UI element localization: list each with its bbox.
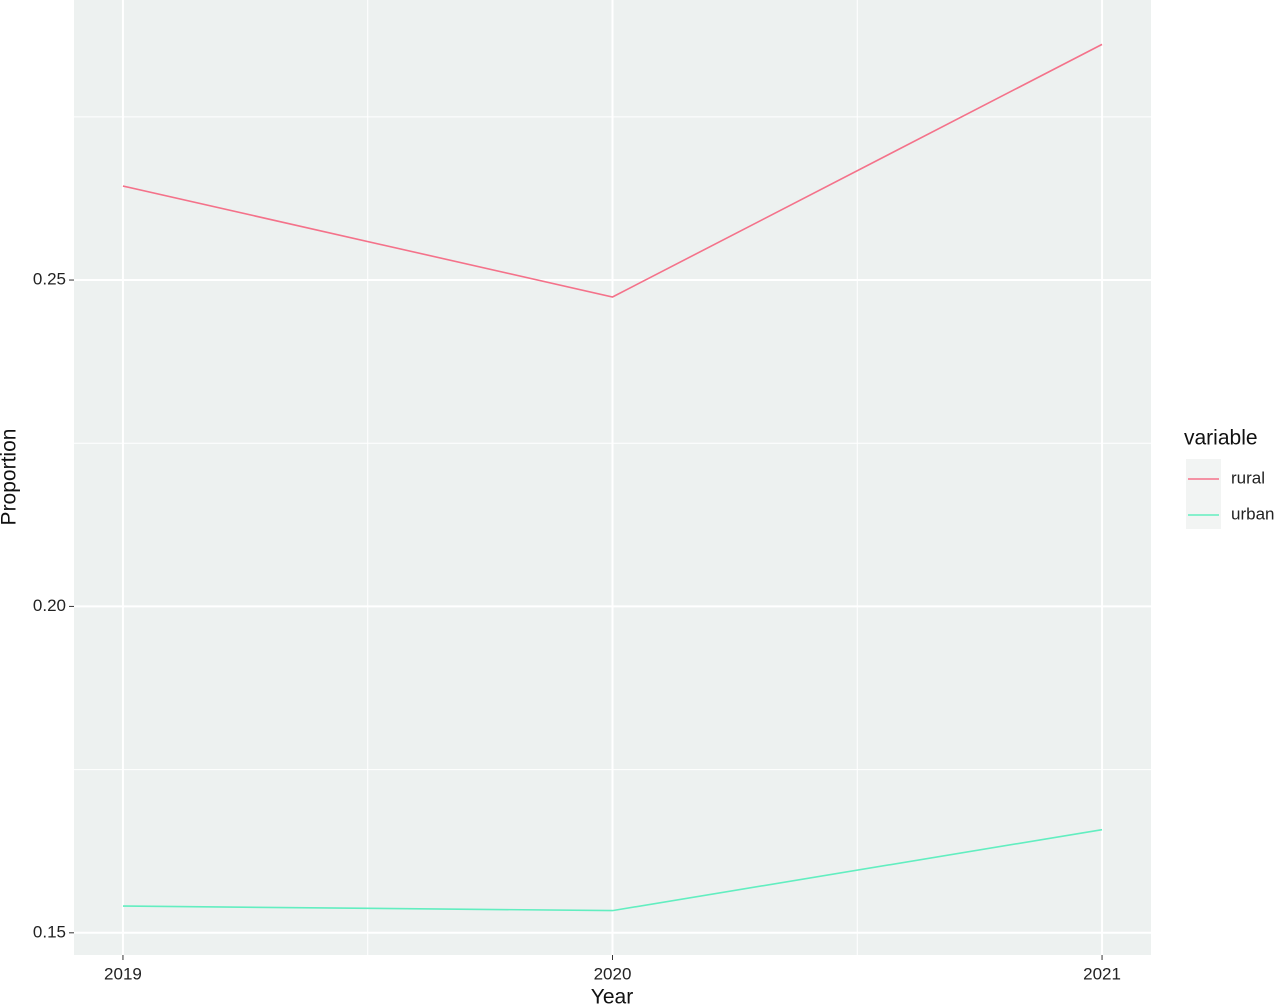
line-series — [122, 828, 1103, 912]
line-series — [122, 43, 1103, 298]
legend-key-bg — [1186, 459, 1221, 529]
y-tick-label: 0.15 — [33, 922, 66, 941]
x-axis-title: Year — [591, 986, 633, 1008]
x-tick-label: 2020 — [594, 964, 632, 983]
x-tick-label: 2021 — [1083, 964, 1121, 983]
grid — [74, 0, 1151, 955]
legend-label: rural — [1231, 468, 1265, 487]
marks — [122, 43, 1103, 912]
y-tick-label: 0.25 — [33, 270, 66, 289]
legend-title: variable — [1184, 427, 1258, 450]
x-tick-label: 2019 — [104, 964, 142, 983]
legend-label: urban — [1231, 504, 1274, 523]
y-axis-title: Proportion — [0, 429, 21, 526]
y-tick-label: 0.20 — [33, 596, 66, 615]
